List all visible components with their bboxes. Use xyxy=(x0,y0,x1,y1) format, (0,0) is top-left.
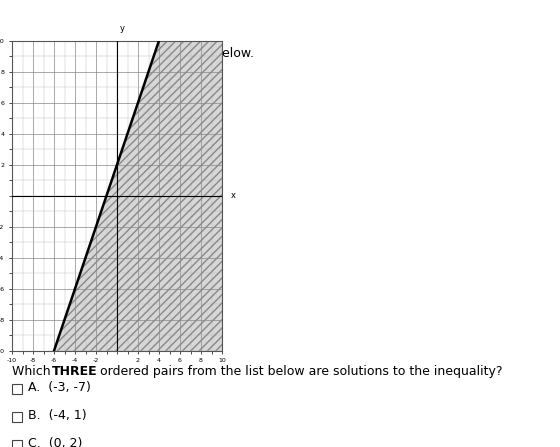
Text: C.  (0, 2): C. (0, 2) xyxy=(28,437,82,447)
Text: THREE: THREE xyxy=(52,365,97,378)
Text: $y \leq 2x+2$: $y \leq 2x+2$ xyxy=(85,47,147,63)
Bar xyxy=(12,440,22,447)
Text: A.  (-3, -7): A. (-3, -7) xyxy=(28,380,91,393)
Text: cla slinkk  .  G  myhusbandd     gradess    yu: cla slinkk . G myhusbandd gradess yu xyxy=(6,10,206,19)
Bar xyxy=(12,412,22,422)
Text: B.  (-4, 1): B. (-4, 1) xyxy=(28,409,87,422)
Text: The graph of: The graph of xyxy=(12,47,96,60)
Text: is shown below.: is shown below. xyxy=(152,47,254,60)
Text: ordered pairs from the list below are solutions to the inequality?: ordered pairs from the list below are so… xyxy=(96,365,502,378)
Text: Which: Which xyxy=(12,365,55,378)
Bar xyxy=(12,384,22,394)
Text: x: x xyxy=(230,191,235,200)
Text: y: y xyxy=(120,24,125,33)
